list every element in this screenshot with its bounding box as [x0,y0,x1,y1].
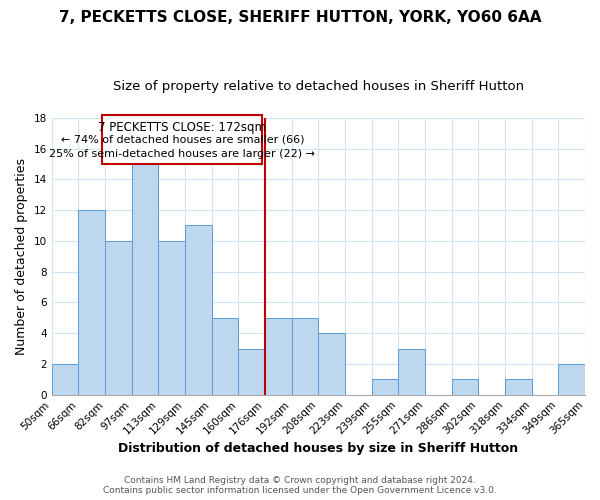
Text: ← 74% of detached houses are smaller (66): ← 74% of detached houses are smaller (66… [61,134,304,144]
Bar [505,380,532,394]
Bar [79,210,105,394]
Title: Size of property relative to detached houses in Sheriff Hutton: Size of property relative to detached ho… [113,80,524,93]
Bar [559,364,585,394]
Bar [105,241,131,394]
Bar [371,380,398,394]
Y-axis label: Number of detached properties: Number of detached properties [15,158,28,355]
Bar [185,226,212,394]
Bar [319,333,345,394]
Bar [265,318,292,394]
Bar [398,348,425,395]
Bar [52,364,79,394]
Bar [238,348,265,395]
Bar [212,318,238,394]
Bar [158,241,185,394]
Text: Contains HM Land Registry data © Crown copyright and database right 2024.
Contai: Contains HM Land Registry data © Crown c… [103,476,497,495]
Text: 7 PECKETTS CLOSE: 172sqm: 7 PECKETTS CLOSE: 172sqm [98,122,266,134]
Bar [131,164,158,394]
Text: 25% of semi-detached houses are larger (22) →: 25% of semi-detached houses are larger (… [49,149,316,159]
X-axis label: Distribution of detached houses by size in Sheriff Hutton: Distribution of detached houses by size … [118,442,518,455]
FancyBboxPatch shape [103,114,262,164]
Bar [292,318,319,394]
Bar [452,380,478,394]
Text: 7, PECKETTS CLOSE, SHERIFF HUTTON, YORK, YO60 6AA: 7, PECKETTS CLOSE, SHERIFF HUTTON, YORK,… [59,10,541,25]
